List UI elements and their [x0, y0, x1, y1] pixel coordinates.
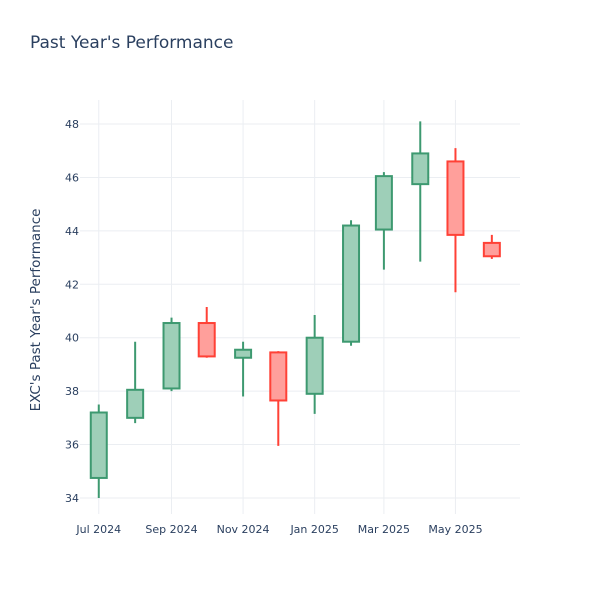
candle-increasing	[162, 317, 181, 392]
y-tick-label: 46	[65, 171, 79, 184]
candle-body	[342, 224, 361, 343]
candle-increasing	[234, 341, 253, 397]
candle-body	[197, 322, 216, 358]
y-tick-label: 34	[65, 492, 79, 505]
x-tick-label: May 2025	[428, 523, 482, 536]
y-tick-label: 38	[65, 385, 79, 398]
candle-body	[234, 348, 253, 359]
candle-increasing	[411, 121, 430, 262]
candle-increasing	[126, 341, 145, 424]
candle-body	[126, 388, 145, 419]
y-tick-label: 44	[65, 225, 79, 238]
y-tick-label: 48	[65, 118, 79, 131]
y-tick-label: 40	[65, 332, 79, 345]
candle-increasing	[89, 404, 108, 498]
x-tick-label: Jul 2024	[75, 523, 121, 536]
x-tick-label: Mar 2025	[358, 523, 410, 536]
candle-decreasing	[197, 307, 216, 358]
candle-increasing	[305, 315, 324, 414]
candle-increasing	[342, 220, 361, 346]
x-tick-label: Sep 2024	[145, 523, 197, 536]
x-tick-label: Jan 2025	[289, 523, 338, 536]
y-axis-ticks: 34 36 38 40 42 44 46 48	[65, 118, 79, 505]
candle-body	[162, 322, 181, 390]
candle-decreasing	[482, 234, 501, 259]
candle-body	[482, 241, 501, 258]
candle-body	[411, 152, 430, 186]
candles	[89, 121, 501, 498]
candle-body	[89, 411, 108, 479]
candle-decreasing	[269, 351, 288, 446]
candle-increasing	[374, 172, 393, 270]
candle-body	[305, 336, 324, 395]
y-axis-title: EXC's Past Year's Performance	[28, 209, 44, 412]
candle-decreasing	[446, 148, 465, 293]
gridlines	[80, 100, 520, 514]
y-tick-label: 42	[65, 278, 79, 291]
x-tick-label: Nov 2024	[217, 523, 270, 536]
candle-body	[446, 160, 465, 236]
candle-body	[269, 351, 288, 402]
x-axis-ticks: Jul 2024 Sep 2024 Nov 2024 Jan 2025 Mar 2025…	[75, 523, 482, 536]
chart-title: Past Year's Performance	[30, 33, 234, 53]
candle-body	[374, 175, 393, 231]
y-tick-label: 36	[65, 439, 79, 452]
